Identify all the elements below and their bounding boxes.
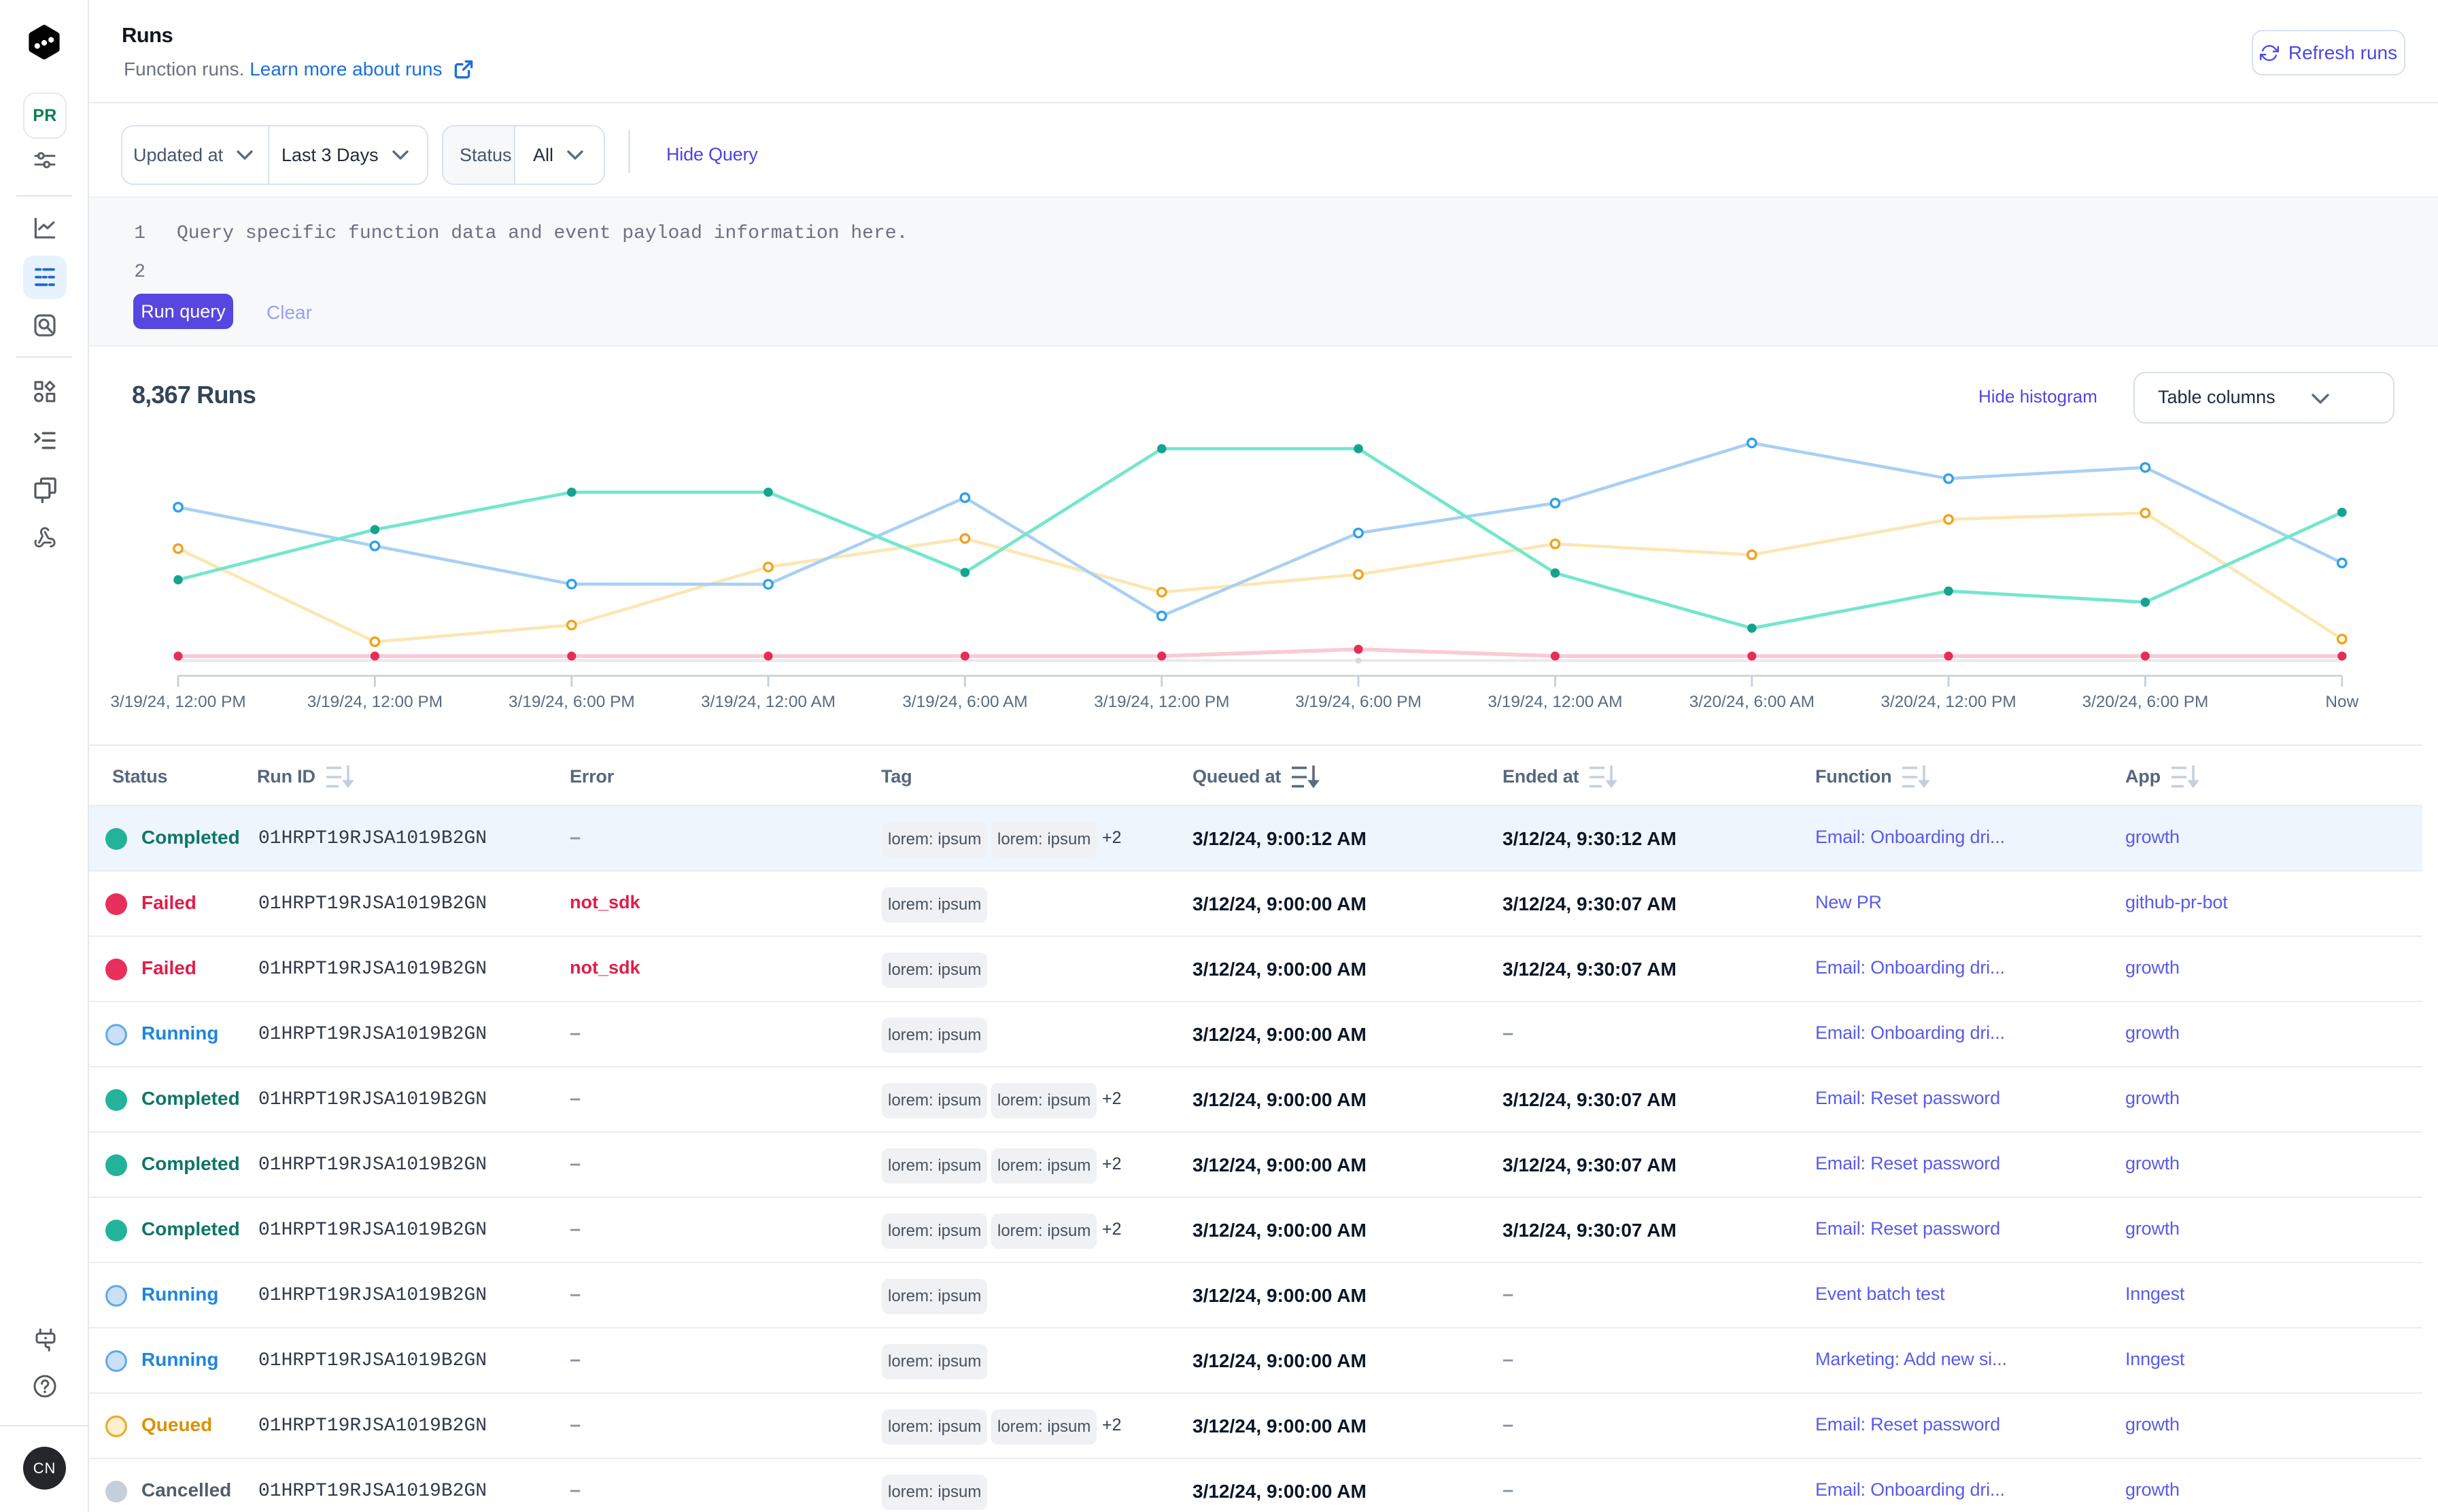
svg-text:3/19/24, 12:00 PM: 3/19/24, 12:00 PM bbox=[1094, 693, 1229, 711]
svg-text:3/19/24, 6:00 PM: 3/19/24, 6:00 PM bbox=[1295, 693, 1422, 711]
svg-text:3/19/24, 12:00 PM: 3/19/24, 12:00 PM bbox=[307, 693, 443, 711]
svg-text:Now: Now bbox=[2325, 693, 2358, 711]
svg-text:3/20/24, 6:00 AM: 3/20/24, 6:00 AM bbox=[1689, 693, 1815, 711]
svg-text:3/19/24, 6:00 AM: 3/19/24, 6:00 AM bbox=[902, 693, 1027, 711]
svg-text:3/19/24, 12:00 AM: 3/19/24, 12:00 AM bbox=[1488, 693, 1622, 711]
svg-text:3/19/24, 6:00 PM: 3/19/24, 6:00 PM bbox=[509, 693, 635, 711]
svg-text:3/20/24, 12:00 PM: 3/20/24, 12:00 PM bbox=[1881, 693, 2016, 711]
svg-text:3/19/24, 12:00 AM: 3/19/24, 12:00 AM bbox=[701, 693, 836, 711]
svg-text:3/19/24, 12:00 PM: 3/19/24, 12:00 PM bbox=[110, 693, 245, 711]
svg-text:3/20/24, 6:00 PM: 3/20/24, 6:00 PM bbox=[2082, 693, 2209, 711]
